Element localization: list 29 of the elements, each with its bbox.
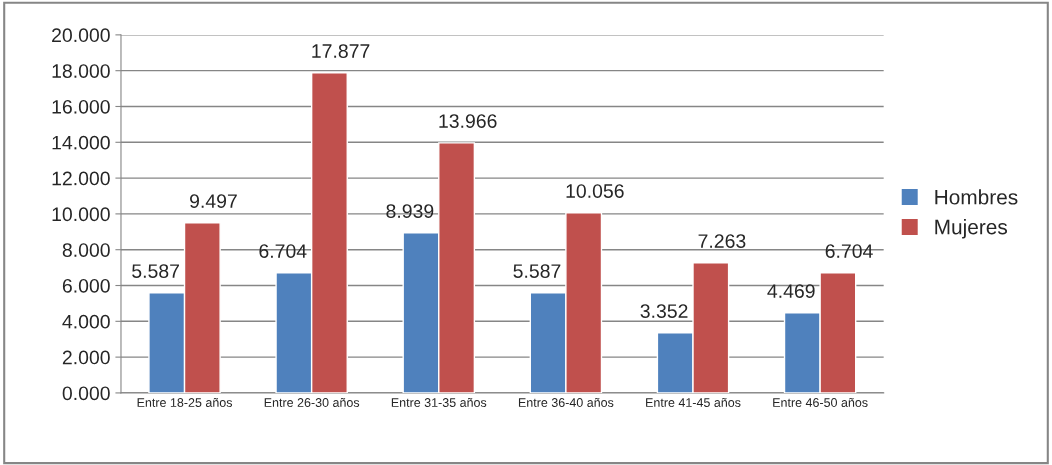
data-label: 8.939 — [386, 204, 434, 218]
y-tick-label: 4.000 — [62, 314, 110, 329]
data-label: 3.352 — [640, 304, 688, 318]
x-tick-label: Entre 26-30 años — [264, 397, 360, 407]
y-tick-label: 12.000 — [52, 171, 110, 186]
x-tick-label: Entre 46-50 años — [773, 397, 868, 407]
y-tick-label: 2.000 — [62, 350, 110, 365]
y-tick-label: 10.000 — [52, 207, 110, 222]
y-tick-label: 18.000 — [52, 64, 110, 78]
data-label: 17.877 — [312, 44, 370, 58]
data-label: 10.056 — [566, 184, 624, 198]
y-tick-label: 16.000 — [52, 99, 110, 114]
y-tick-label: 14.000 — [52, 135, 110, 150]
data-label: 5.587 — [513, 264, 561, 278]
data-label: 5.587 — [132, 264, 179, 278]
legend-label: Mujeres — [935, 219, 1008, 239]
y-tick-label: 8.000 — [62, 243, 110, 257]
data-label: 13.966 — [439, 114, 497, 128]
x-tick-label: Entre 41-45 años — [646, 397, 741, 407]
x-tick-label: Entre 36-40 años — [518, 397, 614, 407]
y-tick-label: 0.000 — [62, 386, 110, 401]
y-tick-label: 6.000 — [62, 278, 110, 293]
x-tick-label: Entre 31-35 años — [391, 397, 487, 407]
data-label: 9.497 — [190, 194, 237, 208]
x-tick-label: Entre 18-25 años — [137, 397, 233, 407]
data-label: 7.263 — [698, 234, 746, 248]
data-label: 4.469 — [767, 284, 815, 298]
y-tick-label: 20.000 — [52, 28, 110, 43]
legend-label: Hombres — [935, 189, 1018, 205]
